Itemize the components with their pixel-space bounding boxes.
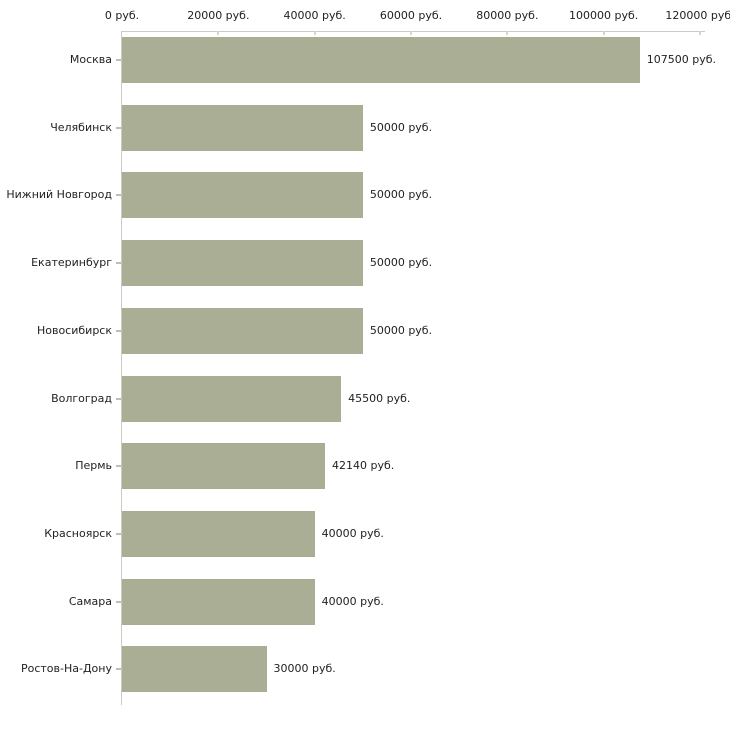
bar-value-label: 50000 руб. bbox=[369, 120, 433, 134]
bar-самара bbox=[122, 578, 315, 625]
category-label: Красноярск bbox=[44, 526, 112, 540]
bar-chart-row: Красноярск 40000 руб. bbox=[0, 505, 730, 573]
y-axis-line bbox=[121, 31, 122, 705]
bar-ростов-на-дону bbox=[122, 646, 267, 693]
bar-chart-row: Волгоград 45500 руб. bbox=[0, 370, 730, 438]
category-label: Волгоград bbox=[51, 391, 112, 405]
category-label: Пермь bbox=[75, 459, 112, 473]
bar-value-label: 40000 руб. bbox=[321, 526, 384, 540]
y-axis-tick-mark bbox=[116, 329, 121, 332]
y-axis-tick-mark bbox=[116, 668, 121, 671]
bar-москва bbox=[122, 37, 640, 83]
bar-chart-row: Пермь 42140 руб. bbox=[0, 437, 730, 505]
x-axis-tick-label: 0 руб. bbox=[104, 9, 140, 22]
bar-value-label: 45500 руб. bbox=[348, 391, 411, 405]
y-axis-tick-mark bbox=[116, 397, 121, 400]
bar-красноярск bbox=[122, 510, 315, 557]
bar-value-label: 30000 руб. bbox=[273, 662, 336, 676]
bar-chart-row: Москва 107500 руб. bbox=[0, 31, 730, 99]
category-label: Новосибирск bbox=[36, 323, 112, 337]
y-axis-tick-mark bbox=[116, 532, 121, 535]
bar-пермь bbox=[122, 443, 325, 490]
category-label: Нижний Новгород bbox=[6, 188, 112, 202]
bar-chart-row: Самара 40000 руб. bbox=[0, 573, 730, 641]
y-axis-tick-mark bbox=[116, 465, 121, 468]
category-label: Самара bbox=[68, 594, 112, 608]
x-axis-tick-mark bbox=[602, 31, 605, 35]
x-axis-tick-label: 100000 руб. bbox=[569, 9, 639, 22]
x-axis-tick-label: 80000 руб. bbox=[476, 9, 539, 22]
category-label: Челябинск bbox=[50, 120, 112, 134]
x-axis-tick-mark bbox=[313, 31, 316, 35]
bar-chart-row: Челябинск 50000 руб. bbox=[0, 99, 730, 167]
x-axis-line bbox=[122, 31, 705, 32]
x-axis-tick-label: 20000 руб. bbox=[187, 9, 250, 22]
category-label: Екатеринбург bbox=[31, 256, 112, 270]
bar-нижний-новгород bbox=[122, 172, 363, 219]
bar-новосибирск bbox=[122, 307, 363, 354]
y-axis-tick-mark bbox=[116, 194, 121, 197]
bar-value-label: 50000 руб. bbox=[369, 323, 433, 337]
bar-value-label: 107500 руб. bbox=[646, 53, 717, 66]
bar-челябинск bbox=[122, 104, 363, 151]
category-label: Ростов-На-Дону bbox=[20, 662, 112, 676]
bar-chart-row: Нижний Новгород 50000 руб. bbox=[0, 166, 730, 234]
bar-value-label: 42140 руб. bbox=[331, 459, 395, 473]
bar-chart-row: Екатеринбург 50000 руб. bbox=[0, 234, 730, 302]
bar-екатеринбург bbox=[122, 240, 363, 287]
bar-волгоград bbox=[122, 375, 342, 422]
x-axis-tick-mark bbox=[506, 31, 509, 35]
x-axis-tick-label: 40000 руб. bbox=[283, 9, 346, 22]
x-axis-tick-label: 60000 руб. bbox=[379, 9, 443, 22]
x-axis-tick-label: 120000 руб. bbox=[665, 9, 730, 22]
bar-value-label: 50000 руб. bbox=[369, 188, 433, 202]
bar-chart-row: Ростов-На-Дону 30000 руб. bbox=[0, 640, 730, 708]
x-axis-tick-mark bbox=[699, 31, 701, 35]
bar-chart-row: Новосибирск 50000 руб. bbox=[0, 302, 730, 370]
y-axis-tick-mark bbox=[116, 59, 121, 61]
x-axis-tick-mark bbox=[410, 31, 412, 35]
y-axis-tick-mark bbox=[116, 600, 121, 603]
category-label: Москва bbox=[69, 53, 112, 66]
bar-value-label: 40000 руб. bbox=[321, 594, 384, 608]
y-axis-tick-mark bbox=[116, 126, 121, 129]
x-axis-tick-mark bbox=[217, 31, 220, 35]
bar-value-label: 50000 руб. bbox=[369, 256, 433, 270]
y-axis-tick-mark bbox=[116, 262, 121, 265]
